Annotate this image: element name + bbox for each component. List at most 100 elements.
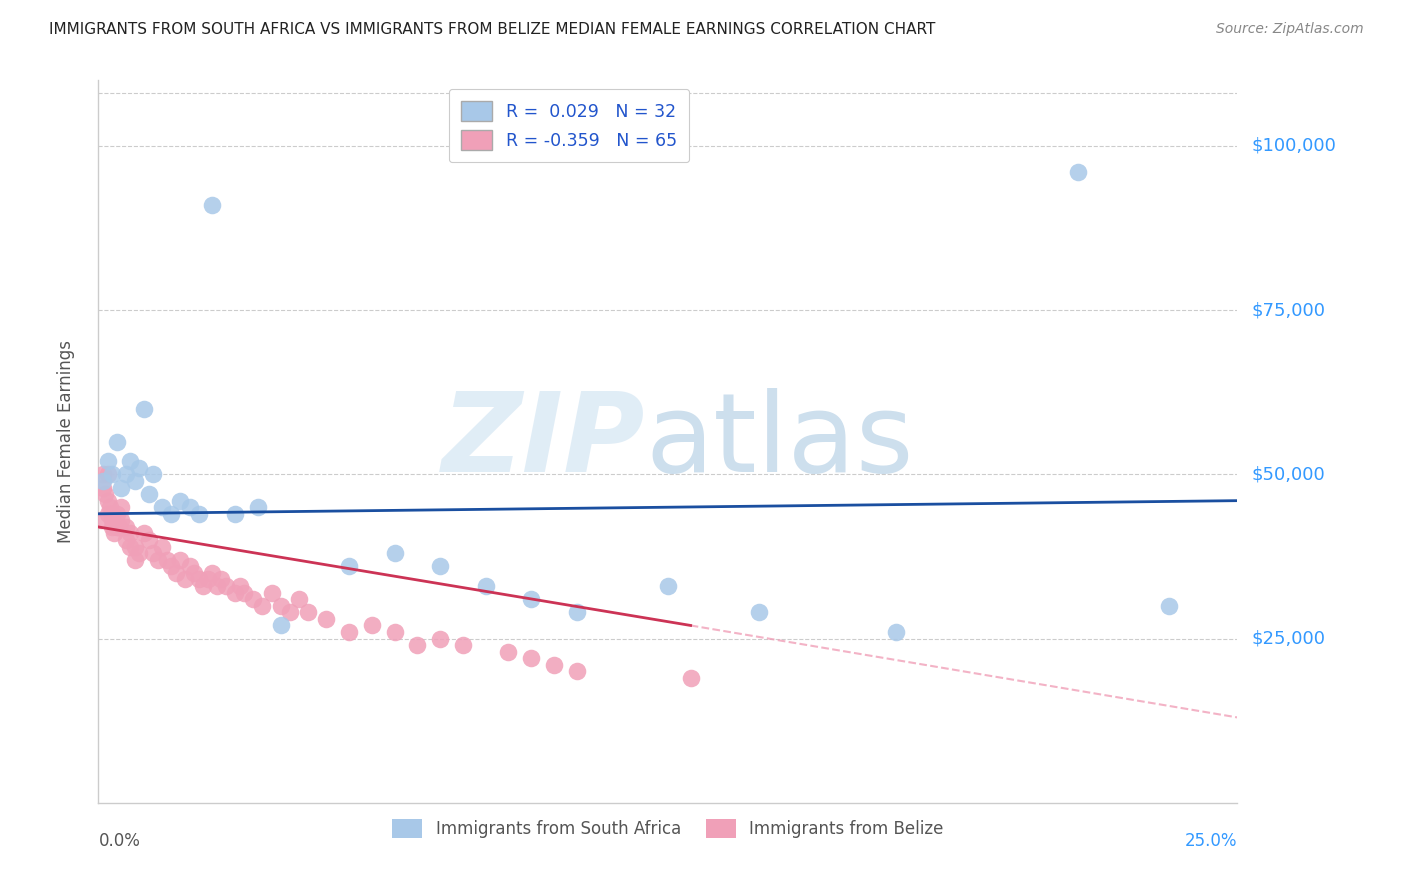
Point (406, 638, 429, 652)
Point (270, 599, 292, 613)
Point (160, 559, 183, 574)
Point (187, 507, 209, 521)
Point (337, 559, 360, 574)
Point (278, 605, 301, 619)
Point (91, 481, 114, 495)
Point (101, 507, 124, 521)
Point (142, 467, 165, 482)
Point (110, 481, 132, 495)
Point (124, 474, 146, 488)
Point (96, 493, 118, 508)
Point (96, 454, 118, 468)
Point (679, 671, 702, 685)
Point (884, 625, 907, 640)
Point (124, 540, 146, 554)
Point (90, 513, 112, 527)
Point (146, 553, 169, 567)
Point (224, 585, 246, 599)
Point (748, 605, 770, 619)
Point (132, 526, 155, 541)
Point (520, 592, 543, 607)
Point (150, 500, 173, 515)
Text: $100,000: $100,000 (1251, 137, 1336, 155)
Text: 25.0%: 25.0% (1185, 831, 1237, 850)
Point (183, 566, 205, 580)
Point (91, 474, 114, 488)
Point (128, 546, 150, 560)
Point (101, 513, 124, 527)
Point (246, 500, 269, 515)
Point (209, 573, 232, 587)
Point (94, 487, 117, 501)
Point (429, 559, 451, 574)
Point (105, 520, 128, 534)
Point (201, 566, 224, 580)
Point (105, 507, 128, 521)
Point (543, 657, 565, 672)
Point (201, 198, 224, 212)
Point (197, 573, 219, 587)
Text: 0.0%: 0.0% (98, 831, 141, 850)
Text: Source: ZipAtlas.com: Source: ZipAtlas.com (1216, 22, 1364, 37)
Legend: Immigrants from South Africa, Immigrants from Belize: Immigrants from South Africa, Immigrants… (385, 813, 950, 845)
Point (224, 507, 246, 521)
Point (101, 467, 124, 482)
Point (657, 579, 679, 593)
Point (384, 625, 406, 640)
Point (138, 533, 160, 547)
Point (138, 487, 160, 501)
Point (429, 632, 451, 646)
Point (215, 579, 238, 593)
Point (96, 507, 118, 521)
Point (205, 579, 228, 593)
Point (98, 500, 121, 515)
Text: IMMIGRANTS FROM SOUTH AFRICA VS IMMIGRANTS FROM BELIZE MEDIAN FEMALE EARNINGS CO: IMMIGRANTS FROM SOUTH AFRICA VS IMMIGRAN… (49, 22, 935, 37)
Point (187, 573, 209, 587)
Point (228, 579, 250, 593)
Point (360, 618, 382, 632)
Point (114, 520, 136, 534)
Point (120, 454, 142, 468)
Point (96, 467, 118, 482)
Point (150, 540, 173, 554)
Point (101, 520, 124, 534)
Point (114, 533, 136, 547)
Point (288, 592, 311, 607)
Text: $25,000: $25,000 (1251, 630, 1326, 648)
Y-axis label: Median Female Earnings: Median Female Earnings (56, 340, 75, 543)
Point (242, 592, 264, 607)
Point (110, 500, 132, 515)
Point (451, 638, 474, 652)
Point (114, 467, 136, 482)
Point (179, 559, 201, 574)
Point (110, 513, 132, 527)
Point (142, 546, 165, 560)
Point (103, 526, 125, 541)
Point (108, 520, 131, 534)
Point (565, 605, 588, 619)
Point (474, 579, 496, 593)
Text: $75,000: $75,000 (1251, 301, 1326, 319)
Point (233, 585, 256, 599)
Point (1067, 165, 1090, 179)
Point (565, 665, 588, 679)
Point (1157, 599, 1180, 613)
Point (498, 645, 520, 659)
Point (120, 540, 142, 554)
Text: $50,000: $50,000 (1251, 466, 1324, 483)
Point (297, 605, 319, 619)
Point (105, 434, 128, 449)
Point (337, 625, 360, 640)
Point (179, 500, 201, 515)
Point (160, 507, 183, 521)
Point (384, 546, 406, 560)
Point (193, 579, 215, 593)
Point (270, 618, 292, 632)
Point (169, 553, 191, 567)
Point (165, 566, 187, 580)
Point (132, 401, 155, 416)
Point (124, 553, 146, 567)
Point (252, 599, 274, 613)
Point (169, 493, 191, 508)
Point (174, 573, 197, 587)
